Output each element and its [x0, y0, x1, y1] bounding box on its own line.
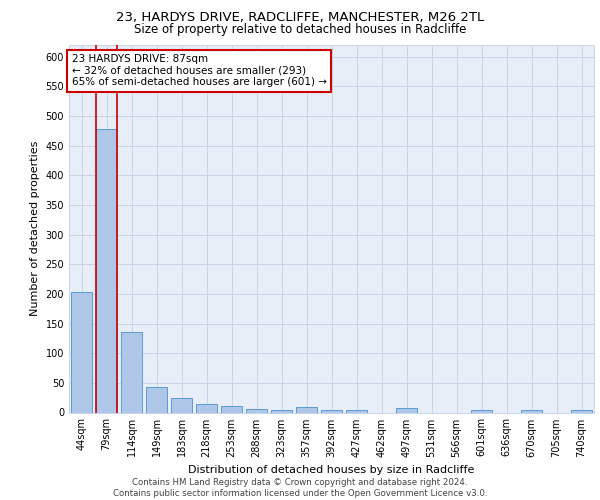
Bar	[246, 409, 267, 412]
Text: Contains HM Land Registry data © Crown copyright and database right 2024.
Contai: Contains HM Land Registry data © Crown c…	[113, 478, 487, 498]
Bar	[396, 408, 417, 412]
Text: Size of property relative to detached houses in Radcliffe: Size of property relative to detached ho…	[134, 22, 466, 36]
Bar	[521, 410, 542, 412]
X-axis label: Distribution of detached houses by size in Radcliffe: Distribution of detached houses by size …	[188, 465, 475, 475]
Bar	[221, 406, 242, 412]
Bar	[271, 410, 292, 412]
Y-axis label: Number of detached properties: Number of detached properties	[30, 141, 40, 316]
Bar	[296, 406, 317, 412]
Bar	[471, 410, 492, 412]
Bar	[146, 387, 167, 412]
Bar	[571, 410, 592, 412]
Bar	[196, 404, 217, 412]
Bar	[321, 410, 342, 412]
Bar	[346, 410, 367, 412]
Bar	[121, 332, 142, 412]
Text: 23 HARDYS DRIVE: 87sqm
← 32% of detached houses are smaller (293)
65% of semi-de: 23 HARDYS DRIVE: 87sqm ← 32% of detached…	[71, 54, 326, 88]
Bar	[96, 129, 117, 412]
Bar	[71, 292, 92, 412]
Bar	[171, 398, 192, 412]
Text: 23, HARDYS DRIVE, RADCLIFFE, MANCHESTER, M26 2TL: 23, HARDYS DRIVE, RADCLIFFE, MANCHESTER,…	[116, 11, 484, 24]
